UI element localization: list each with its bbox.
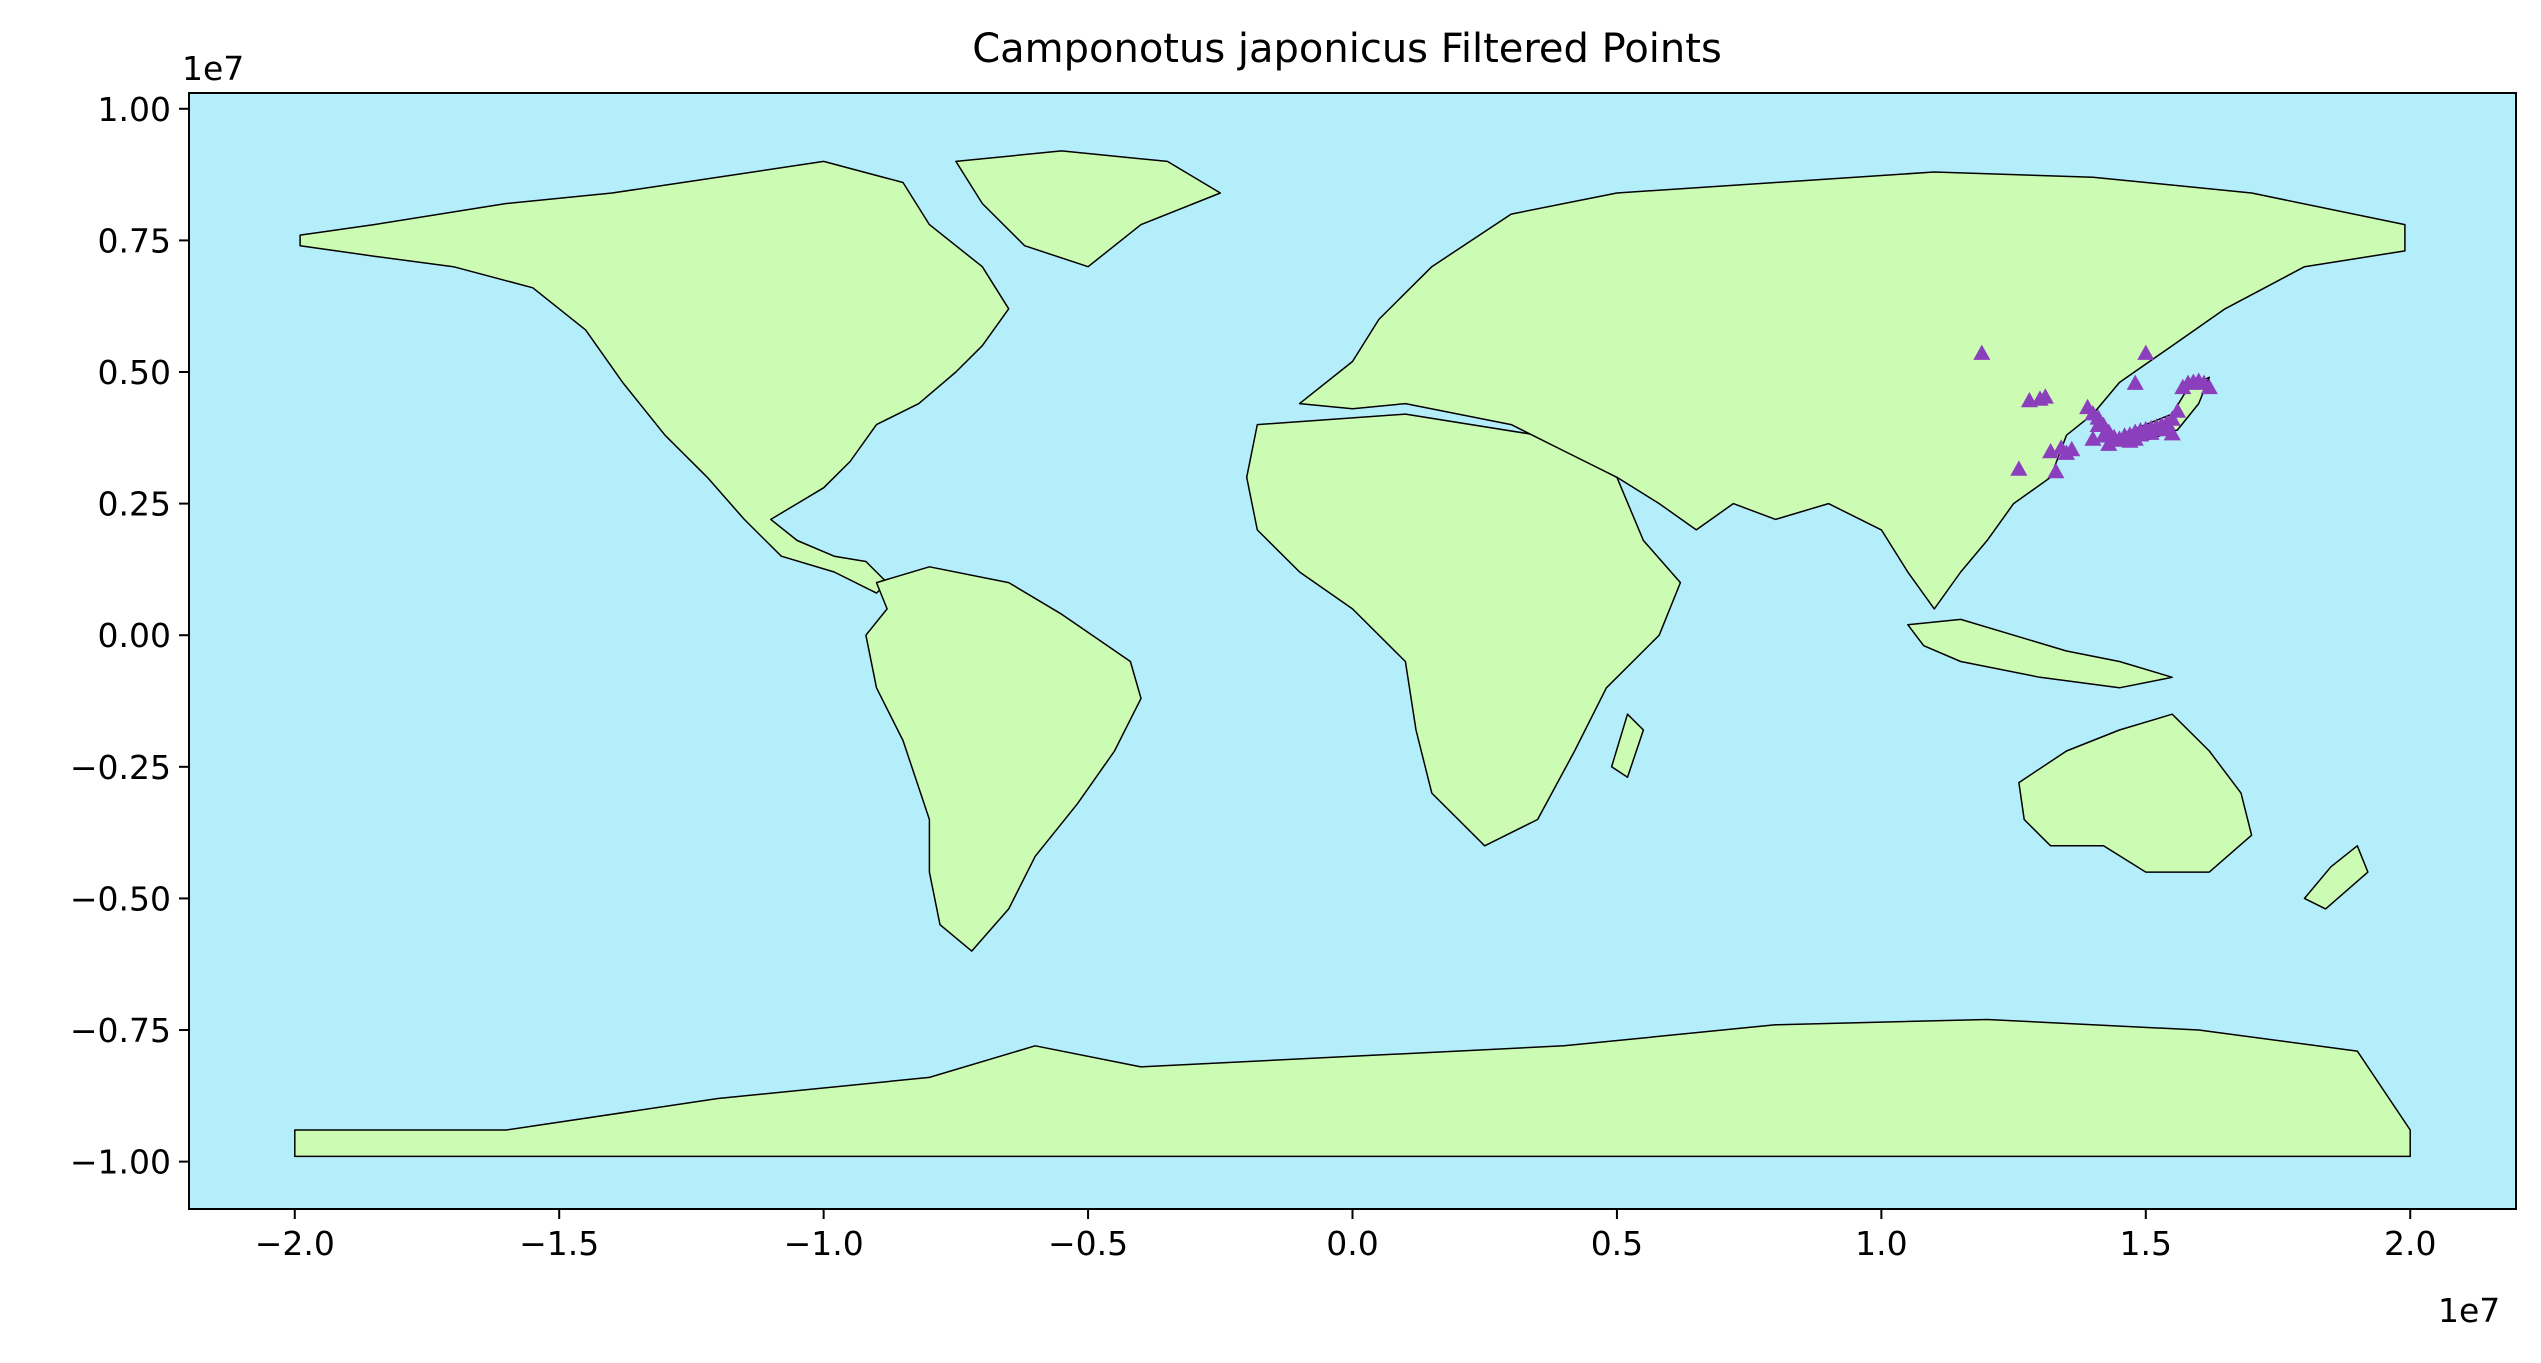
data-point: [1973, 344, 1991, 360]
landmass-australia: [2018, 713, 2253, 873]
landmass-north-america: [299, 160, 1010, 594]
data-point: [2010, 460, 2028, 476]
y-tick-label: 0.50: [98, 353, 171, 392]
x-axis: −2.0 −1.5 −1.0 −0.5 0.0 0.5 1.0 1.5 2.0: [255, 1209, 2436, 1263]
landmass-antarctica: [294, 1018, 2411, 1158]
y-tick-label: −1.00: [70, 1143, 171, 1182]
data-point: [2036, 388, 2054, 404]
data-point: [2163, 425, 2181, 441]
data-point: [2163, 410, 2181, 426]
x-offset-label: 1e7: [2438, 1291, 2500, 1330]
landmass-madagascar: [1610, 713, 1645, 779]
x-tick-label: 0.5: [1591, 1224, 1643, 1263]
x-tick-label: 2.0: [2384, 1224, 2436, 1263]
y-tick-label: −0.25: [70, 748, 171, 787]
landmass-southeast-asia-islands: [1907, 618, 2173, 689]
x-tick-label: 1.0: [1855, 1224, 1907, 1263]
y-axis: 1.00 0.75 0.50 0.25 0.00 −0.25 −0.50 −0.75 −1.00: [70, 90, 189, 1182]
y-tick-label: 0.75: [98, 221, 171, 260]
data-point: [2020, 392, 2038, 408]
x-tick-label: 0.0: [1326, 1224, 1378, 1263]
occurrence-markers: [1973, 344, 2218, 479]
x-tick-label: 1.5: [2120, 1224, 2172, 1263]
landmass-new-zealand: [2303, 845, 2369, 910]
landmass-greenland: [955, 150, 1222, 268]
data-point: [2089, 416, 2107, 432]
y-tick-label: −0.75: [70, 1011, 171, 1050]
y-tick-label: 1.00: [98, 90, 171, 129]
land-masses: [294, 150, 2411, 1158]
data-point: [2126, 374, 2144, 390]
data-point: [2063, 440, 2081, 457]
data-point: [2169, 402, 2187, 418]
x-tick-label: −1.0: [784, 1224, 864, 1263]
chart-title: Camponotus japonicus Filtered Points: [972, 26, 1722, 72]
data-point: [2047, 463, 2065, 479]
x-tick-label: −2.0: [255, 1224, 335, 1263]
y-tick-label: 0.00: [98, 616, 171, 655]
y-tick-label: 0.25: [98, 485, 171, 524]
x-tick-label: −0.5: [1048, 1224, 1128, 1263]
y-tick-label: −0.50: [70, 879, 171, 918]
plot-area: [188, 92, 2517, 1210]
landmass-south-america: [865, 566, 1142, 952]
data-point: [2153, 420, 2171, 437]
x-tick-label: −1.5: [519, 1224, 599, 1263]
y-offset-label: 1e7: [182, 49, 244, 88]
data-point: [2200, 378, 2218, 395]
data-point: [2137, 344, 2155, 360]
data-point: [2105, 431, 2123, 447]
